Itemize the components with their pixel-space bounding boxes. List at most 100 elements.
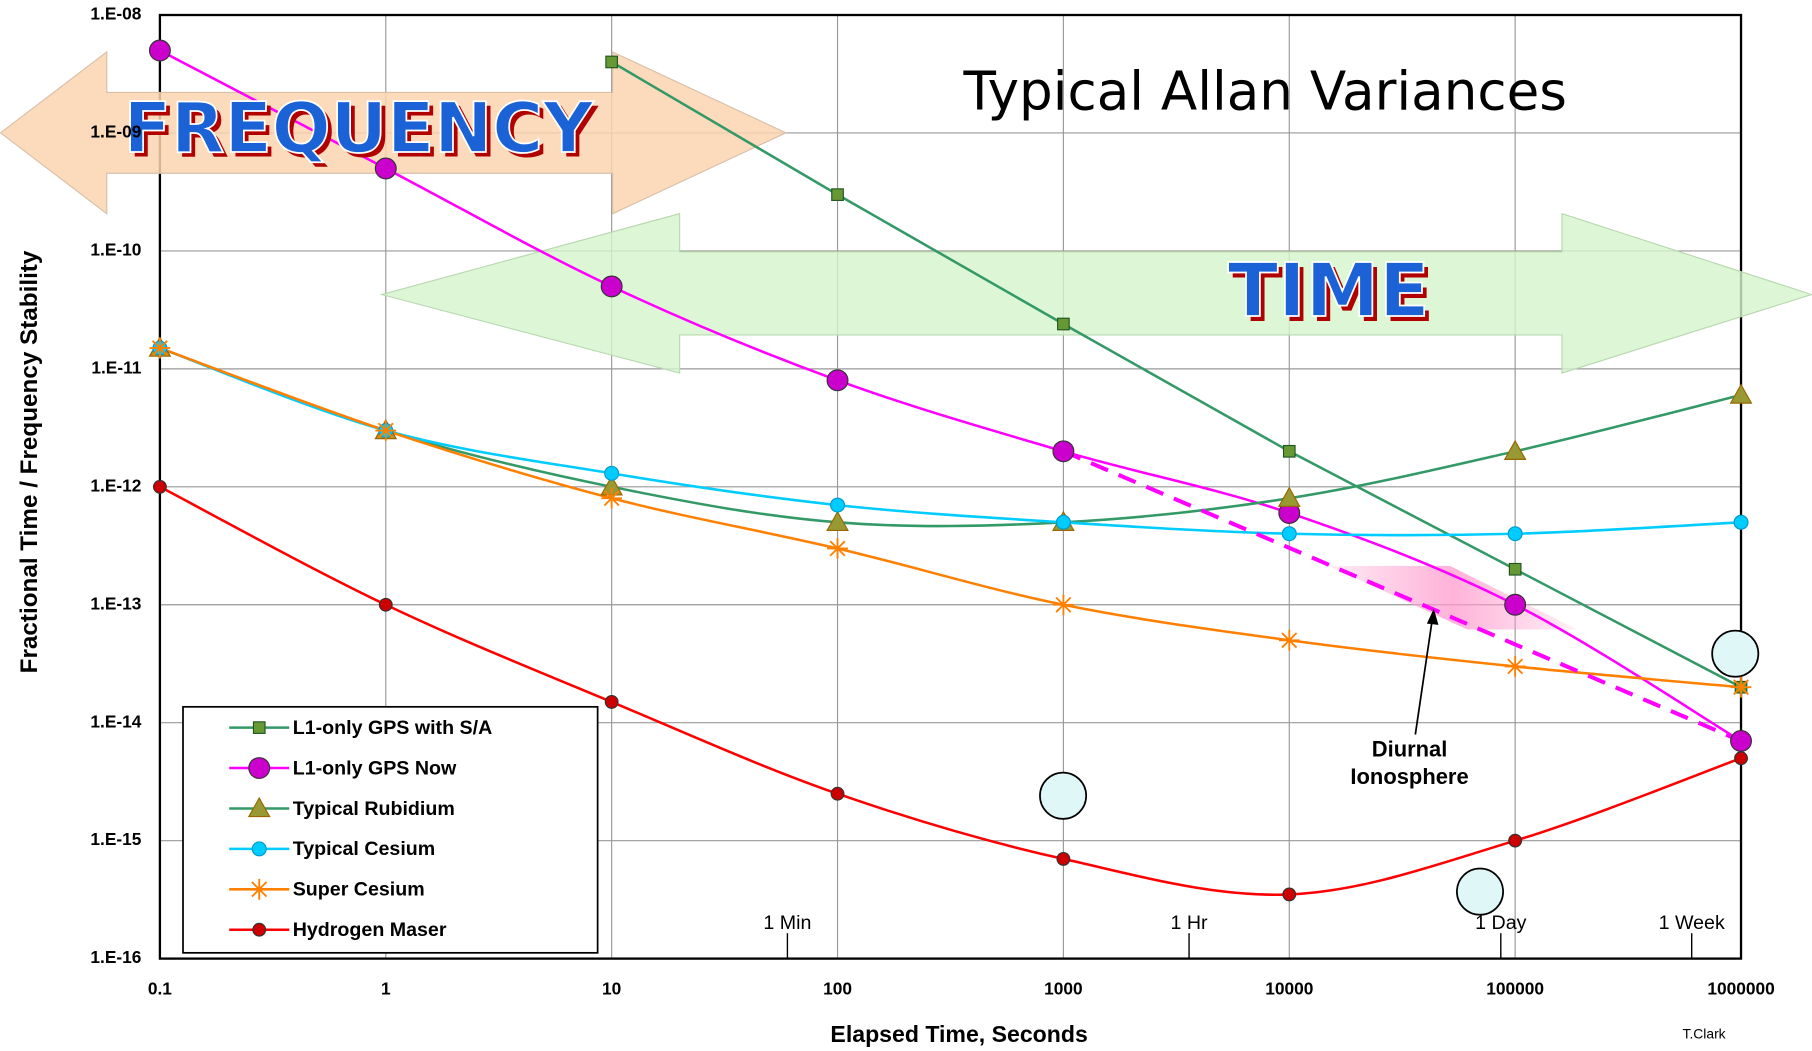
time-label: TIME	[1228, 248, 1430, 334]
marker	[152, 479, 167, 494]
x-tick-label: 1000000	[1707, 978, 1774, 998]
marker	[830, 786, 845, 801]
y-tick-label: 1.E-09	[90, 122, 141, 142]
marker	[252, 721, 266, 734]
y-tick-label: 1.E-08	[90, 4, 141, 24]
time-label-shadow: TIME	[1232, 253, 1434, 339]
marker	[1057, 317, 1070, 331]
marker	[375, 420, 397, 441]
marker	[149, 337, 171, 359]
marker	[1729, 383, 1753, 404]
credit: T.Clark	[1683, 1025, 1726, 1041]
annotation-arrow	[1414, 616, 1434, 735]
marker	[1730, 730, 1752, 752]
x-tick-label: 1000	[1044, 978, 1083, 998]
marker	[374, 157, 397, 180]
x-axis-label: Elapsed Time, Seconds	[830, 1021, 1087, 1047]
legend-label: L1-only GPS with S/A	[293, 717, 493, 739]
series-line	[159, 346, 1742, 689]
marker	[1730, 676, 1752, 698]
marker	[605, 55, 619, 69]
marker	[252, 922, 267, 937]
annotation: Ionosphere	[1350, 764, 1468, 789]
marker	[604, 695, 619, 709]
annotation: Diurnal	[1372, 737, 1448, 762]
x-tick-label: 1	[381, 978, 391, 998]
marker	[1277, 486, 1301, 507]
marker	[1052, 440, 1075, 463]
marker	[831, 188, 844, 201]
x-tick-label: 0.1	[148, 978, 172, 998]
x-tick-label: 100	[823, 978, 852, 998]
marker	[1503, 439, 1527, 460]
marker	[600, 275, 623, 298]
marker	[1504, 656, 1526, 677]
time-marker-label: 1 Min	[763, 912, 811, 934]
marker	[827, 538, 848, 559]
y-tick-label: 1.E-14	[90, 711, 141, 731]
marker	[1504, 593, 1527, 616]
marker	[1734, 751, 1748, 766]
y-tick-label: 1.E-10	[90, 239, 141, 259]
legend-label: Hydrogen Maser	[293, 919, 447, 941]
y-tick-label: 1.E-13	[90, 593, 141, 613]
marker	[826, 510, 849, 531]
marker	[1278, 629, 1300, 651]
marker	[378, 597, 393, 612]
chart-title: Typical Allan Variances	[962, 60, 1566, 122]
marker	[601, 487, 623, 509]
marker	[826, 369, 849, 392]
marker	[251, 841, 267, 857]
legend	[182, 705, 599, 954]
legend-label: Typical Rubidium	[293, 798, 455, 820]
x-tick-label: 10000	[1265, 978, 1313, 998]
time-arrow	[379, 212, 1812, 374]
marker	[1053, 594, 1074, 616]
y-tick-label: 1.E-15	[90, 829, 141, 849]
series-line	[611, 60, 1742, 689]
series-line	[159, 485, 1742, 896]
dashed-trend	[1062, 449, 1742, 743]
legend-label: Super Cesium	[293, 879, 425, 901]
y-tick-label: 1.E-12	[90, 475, 141, 495]
marker	[1733, 514, 1749, 530]
marker	[1282, 887, 1297, 902]
decor-circle	[1711, 629, 1760, 678]
y-tick-label: 1.E-16	[90, 947, 141, 967]
marker	[1055, 514, 1071, 530]
marker	[1508, 833, 1523, 848]
frequency-arrow	[0, 50, 788, 215]
decor-circle	[1456, 867, 1504, 916]
series-line	[159, 346, 1742, 537]
y-axis-label: Fractional Time / Frequency Stability	[16, 250, 43, 673]
marker	[1507, 526, 1523, 542]
marker	[1281, 526, 1297, 542]
series-layer	[159, 49, 1742, 896]
series-line	[159, 346, 1742, 528]
marker	[1056, 851, 1071, 866]
marker	[830, 497, 846, 513]
series-line	[159, 49, 1742, 743]
marker	[604, 465, 620, 481]
annotation-arrowhead	[1426, 608, 1439, 625]
marker	[248, 757, 271, 780]
marker-layer	[148, 39, 1753, 902]
legend-label: Typical Cesium	[293, 838, 436, 860]
marker	[248, 878, 270, 900]
legend-label: L1-only GPS Now	[293, 757, 457, 779]
decor-circle	[1039, 771, 1088, 820]
y-tick-label: 1.E-11	[91, 357, 141, 377]
x-tick-label: 10	[602, 978, 621, 998]
marker	[247, 796, 271, 818]
x-tick-label: 100000	[1486, 978, 1544, 998]
frequency-label: FREQUENCY	[124, 89, 594, 169]
marker	[1508, 562, 1522, 576]
time-marker-label: 1 Day	[1475, 912, 1526, 934]
frequency-label-shadow: FREQUENCY	[128, 93, 598, 173]
time-marker-label: 1 Week	[1659, 912, 1725, 934]
time-marker-label: 1 Hr	[1171, 912, 1209, 934]
marker	[1282, 444, 1296, 458]
marker	[148, 39, 171, 62]
